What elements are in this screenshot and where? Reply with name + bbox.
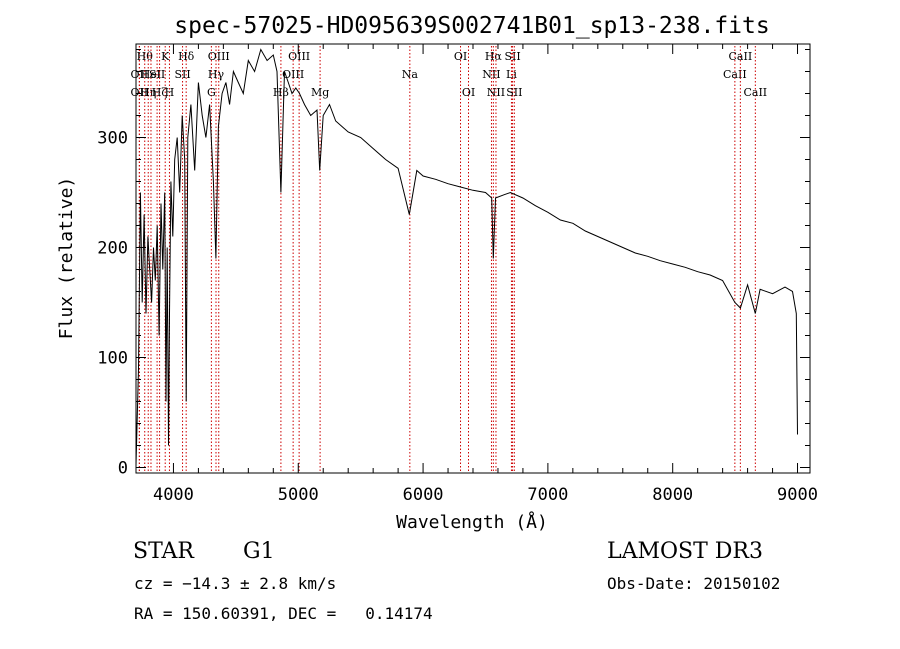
line-marker-label: SII xyxy=(504,50,520,63)
plot-frame xyxy=(135,43,811,474)
line-marker-label: Hα xyxy=(485,50,503,63)
redshift-cz: cz = −14.3 ± 2.8 km/s xyxy=(134,574,337,593)
line-marker-label: Na xyxy=(402,68,419,81)
x-axis-label: Wavelength (Å) xyxy=(396,511,548,533)
line-marker-label: OI xyxy=(454,50,467,63)
object-subclass: G1 xyxy=(243,539,275,564)
line-marker-label: NII xyxy=(482,68,500,81)
line-marker-label: HeI xyxy=(141,68,161,81)
line-marker-label: K xyxy=(161,50,170,63)
spectrum-line xyxy=(135,48,798,466)
line-marker-label: Hγ xyxy=(208,68,225,81)
y-axis-label: Flux (relative) xyxy=(56,177,77,340)
line-marker-label: H xyxy=(165,86,175,99)
y-tick-label: 200 xyxy=(97,239,128,259)
y-tick-label: 0 xyxy=(118,459,128,479)
line-marker-label: NII xyxy=(487,86,505,99)
line-marker-label: OIII xyxy=(288,50,310,63)
chart-title: spec-57025-HD095639S002741B01_sp13-238.f… xyxy=(174,13,769,39)
line-marker-label: OI xyxy=(462,86,475,99)
line-marker-label: Li xyxy=(506,68,517,81)
line-marker-label: CaII xyxy=(743,86,767,99)
line-marker-label: Hζ xyxy=(152,86,168,99)
x-tick-label: 9000 xyxy=(777,485,818,505)
emission-line-markers: OIIOIIHθHηHeISIIHζKHSIIHδGHγOIIIHβOIIIOI… xyxy=(131,46,767,473)
x-tick-label: 5000 xyxy=(278,485,319,505)
x-axis-ticks: 4000 5000 6000 7000 8000 9000 xyxy=(153,44,818,505)
x-tick-label: 7000 xyxy=(527,485,568,505)
object-type: STAR xyxy=(133,539,194,564)
line-marker-label: SII xyxy=(149,68,165,81)
obs-date: Obs-Date: 20150102 xyxy=(607,574,781,593)
line-marker-label: Hη xyxy=(140,86,156,99)
line-marker-label: CaII xyxy=(729,50,753,63)
line-marker-label: Hδ xyxy=(178,50,195,63)
line-marker-label: SII xyxy=(174,68,190,81)
line-marker-label: Hθ xyxy=(137,50,154,63)
line-marker-label: SII xyxy=(506,86,522,99)
x-tick-label: 8000 xyxy=(652,485,693,505)
y-tick-label: 100 xyxy=(97,349,128,369)
x-tick-label: 4000 xyxy=(153,485,194,505)
line-marker-label: Mg xyxy=(311,86,329,99)
line-marker-label: OII xyxy=(131,86,149,99)
x-tick-label: 6000 xyxy=(403,485,444,505)
survey-name: LAMOST DR3 xyxy=(607,539,763,564)
line-marker-label: CaII xyxy=(723,68,747,81)
line-marker-label: OIII xyxy=(208,50,230,63)
line-marker-label: G xyxy=(207,86,216,99)
ra-dec-coordinates: RA = 150.60391, DEC = 0.14174 xyxy=(134,604,433,623)
y-axis-ticks: 0 100 200 300 xyxy=(97,49,810,479)
y-tick-label: 300 xyxy=(97,129,128,149)
line-marker-label: Hβ xyxy=(273,86,289,99)
